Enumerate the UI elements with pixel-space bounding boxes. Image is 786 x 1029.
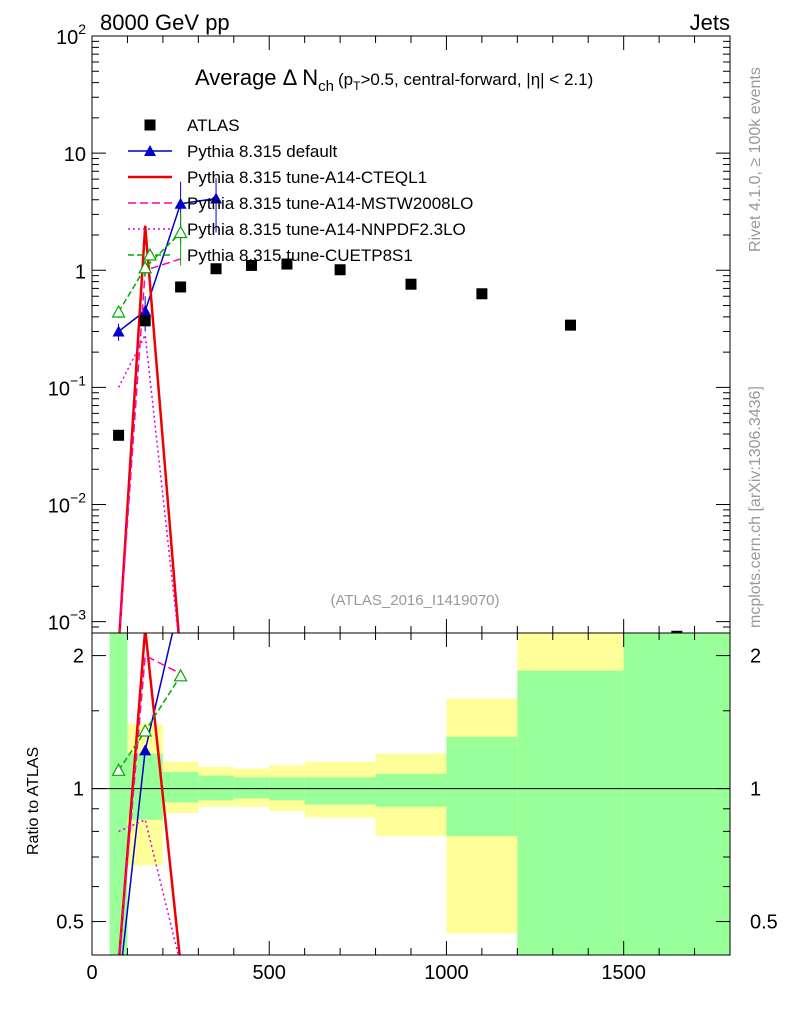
- ratio-band-inner: [375, 773, 447, 807]
- legend-entry: Pythia 8.315 tune-A14-CTEQL1: [128, 168, 427, 187]
- ratio-tick-label: 2: [73, 646, 84, 668]
- series-marker: [174, 197, 187, 209]
- header-right: Jets: [690, 10, 730, 35]
- ratio-marker: [173, 668, 188, 682]
- main-y-axis: 102 10 1 10−1 10−2 10−3: [48, 21, 730, 635]
- mcplots-label: mcplots.cern.ch [arXiv:1306.3436]: [747, 386, 764, 628]
- ratio-band-inner: [233, 777, 270, 799]
- legend-entry-atlas: ATLAS: [144, 116, 240, 135]
- data-point: [565, 319, 576, 331]
- ratio-line: [118, 633, 181, 955]
- series-marker: [139, 304, 152, 316]
- chart-title: Average Δ Nch (pT>0.5, central-forward, |…: [195, 65, 593, 95]
- ratio-tick-label: 1: [750, 779, 761, 801]
- data-point: [113, 429, 125, 441]
- ratio-tick-label: 0.5: [56, 912, 84, 934]
- ratio-plot: 2 2 1 1 0.5 0.5 0 500 1000 1500: [56, 632, 778, 995]
- x-tick-label: 0: [86, 962, 97, 984]
- ratio-marker: [111, 763, 126, 776]
- legend: ATLAS Pythia 8.315 default Pythia 8.315 tu…: [128, 116, 473, 265]
- rivet-label: Rivet 4.1.0, ≥ 100k events: [747, 67, 764, 252]
- data-point: [281, 258, 293, 270]
- series-line: [118, 197, 217, 333]
- data-point: [405, 278, 417, 290]
- series-marker: [138, 260, 153, 274]
- x-tick-label: 1000: [424, 962, 469, 984]
- series-marker: [112, 325, 125, 337]
- ratio-tick-label: 1: [73, 779, 84, 801]
- ratio-band-inner: [304, 777, 376, 805]
- ratio-band-inner: [198, 775, 234, 801]
- ratio-y-axis: 2 2 1 1 0.5 0.5: [56, 646, 778, 934]
- x-axis: 0 500 1000 1500: [86, 633, 731, 984]
- legend-marker: [144, 145, 156, 156]
- data-point: [671, 630, 683, 633]
- ratio-line: [118, 654, 181, 955]
- ratio-band-inner: [162, 772, 199, 803]
- ratio-tick-label: 2: [750, 646, 761, 668]
- ratio-band-inner: [109, 633, 128, 955]
- legend-marker: [144, 119, 156, 131]
- series-marker: [210, 192, 223, 204]
- series-line: [117, 231, 182, 313]
- ratio-tick-label: 0.5: [750, 912, 778, 934]
- ratio-ylabel: Ratio to ATLAS: [25, 747, 42, 855]
- data-point: [476, 288, 488, 300]
- atlas-data: [113, 258, 683, 633]
- analysis-tag: (ATLAS_2016_I1419070): [330, 592, 499, 609]
- legend-entry: Pythia 8.315 tune-A14-MSTW2008LO: [128, 194, 473, 213]
- ratio-band-inner: [517, 670, 624, 955]
- y-tick-label: 10: [64, 144, 86, 166]
- data-point: [210, 263, 222, 275]
- ratio-marker: [139, 744, 152, 756]
- legend-label: Pythia 8.315 tune-A14-NNPDF2.3LO: [187, 220, 466, 239]
- data-point: [334, 264, 346, 276]
- series-line: [118, 225, 180, 633]
- y-tick-label: 1: [75, 261, 86, 283]
- series-marker: [111, 304, 126, 318]
- series-marker: [173, 225, 188, 239]
- y-tick-label: 102: [56, 21, 86, 49]
- legend-entry: Pythia 8.315 default: [128, 142, 338, 161]
- legend-label: ATLAS: [187, 116, 240, 135]
- ratio-band-inner: [623, 633, 730, 955]
- main-series: [111, 178, 223, 633]
- legend-label: Pythia 8.315 tune-CUETP8S1: [187, 246, 413, 265]
- legend-entry: Pythia 8.315 tune-A14-NNPDF2.3LO: [128, 220, 466, 239]
- legend-label: Pythia 8.315 default: [187, 142, 338, 161]
- y-tick-label: 10−3: [48, 607, 86, 635]
- main-plot: 102 10 1 10−1 10−2 10−3: [48, 21, 731, 635]
- ratio-marker: [113, 984, 125, 995]
- legend-label: Pythia 8.315 tune-A14-MSTW2008LO: [187, 194, 473, 213]
- ratio-marker: [138, 723, 153, 737]
- ratio-series: [111, 633, 188, 995]
- legend-marker: [142, 247, 158, 261]
- ratio-band-inner: [446, 736, 518, 837]
- legend-entry: Pythia 8.315 tune-CUETP8S1: [128, 246, 413, 265]
- header-left: 8000 GeV pp: [100, 10, 230, 35]
- x-tick-label: 500: [253, 962, 286, 984]
- x-tick-label: 1500: [601, 962, 646, 984]
- ratio-bands: [109, 633, 730, 955]
- y-tick-label: 10−1: [48, 372, 86, 400]
- y-tick-label: 10−2: [48, 490, 86, 518]
- data-point: [139, 315, 151, 327]
- legend-label: Pythia 8.315 tune-A14-CTEQL1: [187, 168, 427, 187]
- data-point: [175, 281, 187, 293]
- data-point: [246, 259, 257, 271]
